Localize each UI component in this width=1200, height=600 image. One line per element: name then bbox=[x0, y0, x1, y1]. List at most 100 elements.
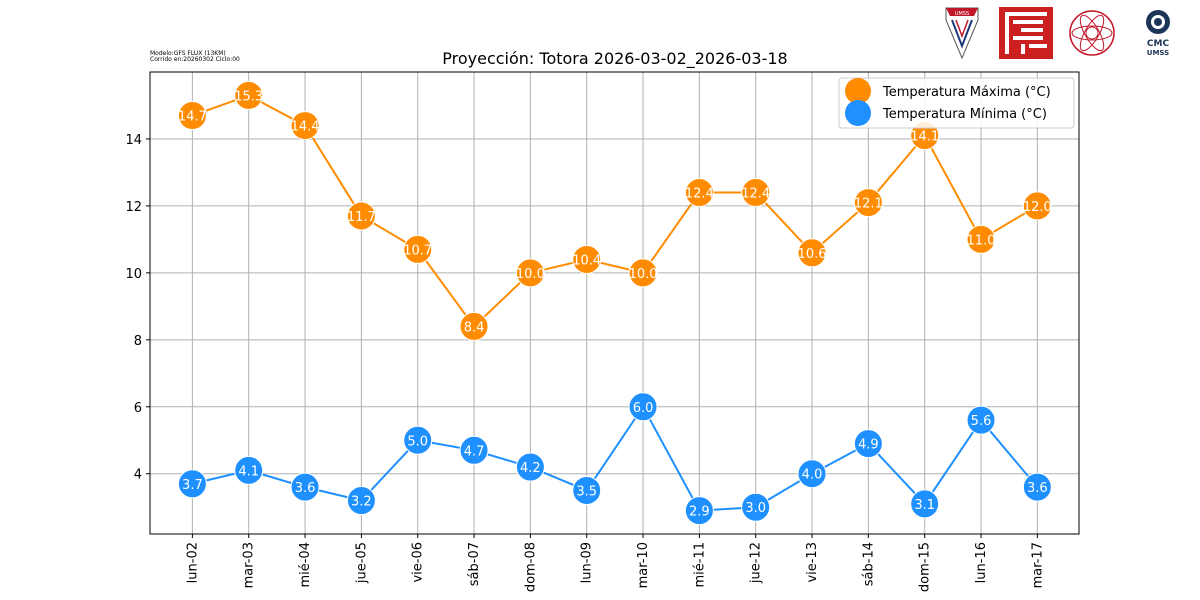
x-tick-label: mié-04 bbox=[298, 542, 313, 588]
data-point bbox=[966, 224, 996, 254]
x-tick-label: mar-17 bbox=[1030, 542, 1045, 588]
data-label: 3.6 bbox=[1027, 481, 1048, 496]
data-point bbox=[741, 178, 771, 208]
data-point bbox=[459, 311, 489, 341]
data-point bbox=[628, 258, 658, 288]
data-label: 5.6 bbox=[971, 414, 992, 429]
y-tick-label: 10 bbox=[125, 267, 142, 282]
data-label: 4.0 bbox=[802, 468, 823, 483]
y-tick-label: 4 bbox=[134, 468, 142, 483]
data-label: 4.9 bbox=[858, 438, 879, 453]
data-label: 5.0 bbox=[407, 434, 428, 449]
x-tick-label: lun-02 bbox=[185, 542, 200, 583]
data-label: 10.0 bbox=[516, 267, 545, 282]
umss-logo-text: UMSS bbox=[955, 11, 969, 17]
data-point bbox=[459, 435, 489, 465]
data-label: 4.7 bbox=[464, 444, 485, 459]
data-label: 3.5 bbox=[576, 484, 597, 499]
x-tick-label: mar-03 bbox=[242, 542, 257, 588]
data-label: 12.4 bbox=[685, 187, 714, 202]
axes: lun-02 mar-03 mié-04 jue-05 vie-06 sáb-07 dom-… bbox=[125, 133, 1045, 592]
cmc-logo-text: CMC bbox=[1147, 39, 1170, 49]
data-label: 3.1 bbox=[914, 498, 935, 513]
data-point bbox=[515, 452, 545, 482]
data-point bbox=[853, 429, 883, 459]
data-point bbox=[684, 496, 714, 526]
data-point bbox=[234, 455, 264, 485]
data-label: 3.2 bbox=[351, 495, 372, 510]
data-label: 4.2 bbox=[520, 461, 541, 476]
data-label: 4.1 bbox=[238, 464, 259, 479]
series-line bbox=[192, 404, 1039, 512]
x-tick-label: sáb-14 bbox=[861, 542, 876, 586]
model-line: Modelo:GFS FLUX (13KM) bbox=[150, 50, 226, 57]
data-label: 10.0 bbox=[629, 267, 658, 282]
data-point bbox=[403, 425, 433, 455]
data-label: 12.0 bbox=[1023, 200, 1052, 215]
data-point bbox=[177, 101, 207, 131]
data-label: 11.0 bbox=[967, 233, 996, 248]
data-point bbox=[346, 201, 376, 231]
data-point bbox=[572, 244, 602, 274]
x-tick-label: mar-10 bbox=[636, 542, 651, 588]
data-label: 14.7 bbox=[178, 110, 207, 125]
data-label: 15.3 bbox=[234, 89, 263, 104]
x-tick-label: vie-06 bbox=[411, 542, 426, 583]
series-line bbox=[192, 94, 1038, 328]
data-label: 14.4 bbox=[291, 120, 320, 135]
data-point bbox=[572, 475, 602, 505]
data-label: 14.1 bbox=[910, 130, 939, 145]
x-tick-label: vie-13 bbox=[805, 542, 820, 583]
data-point bbox=[177, 469, 207, 499]
data-point bbox=[684, 178, 714, 208]
legend-marker bbox=[845, 78, 871, 104]
data-label: 3.7 bbox=[182, 478, 203, 493]
data-point bbox=[234, 80, 264, 110]
data-point bbox=[515, 258, 545, 288]
cmc-logo-subtext: UMSS bbox=[1147, 49, 1169, 57]
data-label: 10.6 bbox=[798, 247, 827, 262]
y-tick-label: 14 bbox=[125, 133, 142, 148]
legend-box bbox=[838, 77, 1075, 129]
data-point bbox=[910, 489, 940, 519]
data-label: 12.4 bbox=[741, 187, 770, 202]
x-tick-label: jue-12 bbox=[749, 542, 764, 584]
data-point bbox=[741, 492, 771, 522]
data-label: 8.4 bbox=[464, 320, 485, 335]
model-info: Modelo:GFS FLUX (13KM) Corrido en:202603… bbox=[150, 51, 240, 63]
umss-shield-logo: UMSS bbox=[945, 7, 979, 60]
data-label: 6.0 bbox=[633, 401, 654, 416]
x-tick-label: lun-09 bbox=[580, 542, 595, 583]
data-point bbox=[403, 234, 433, 264]
y-tick-label: 6 bbox=[134, 401, 142, 416]
x-tick-label: dom-15 bbox=[918, 542, 933, 592]
data-point bbox=[628, 392, 658, 422]
data-label: 12.1 bbox=[854, 197, 883, 212]
data-point bbox=[346, 486, 376, 516]
grid-lines bbox=[150, 72, 1079, 534]
data-point bbox=[1022, 191, 1052, 221]
data-label: 11.7 bbox=[347, 210, 376, 225]
x-tick-label: dom-08 bbox=[523, 542, 538, 592]
run-line: Corrido en:20260302 Ciclo:00 bbox=[150, 56, 240, 63]
y-tick-label: 12 bbox=[125, 200, 142, 215]
legend-label: Temperatura Mínima (°C) bbox=[882, 107, 1047, 122]
plot-frame bbox=[149, 71, 1080, 535]
series-max-temperature: 14.7 15.3 14.4 11.7 10.7 8.4 10.0 10.4 10.0 12.4 1… bbox=[177, 80, 1052, 341]
data-point bbox=[290, 472, 320, 502]
data-point bbox=[853, 188, 883, 218]
data-point bbox=[797, 238, 827, 268]
data-label: 10.4 bbox=[572, 253, 601, 268]
data-label: 2.9 bbox=[689, 505, 710, 520]
series-layer: 14.7 15.3 14.4 11.7 10.7 8.4 10.0 10.4 10.0 12.4 1… bbox=[177, 80, 1052, 526]
legend: Temperatura Máxima (°C) Temperatura Mínim… bbox=[838, 77, 1075, 129]
data-point bbox=[1022, 472, 1052, 502]
chart-title: Proyección: Totora 2026-03-02_2026-03-18 bbox=[442, 49, 787, 69]
x-tick-label: lun-16 bbox=[974, 542, 989, 583]
x-tick-label: sáb-07 bbox=[467, 542, 482, 586]
x-tick-label: jue-05 bbox=[354, 542, 369, 584]
data-label: 3.6 bbox=[295, 481, 316, 496]
data-point bbox=[290, 111, 320, 141]
x-tick-label: mié-11 bbox=[692, 542, 707, 588]
